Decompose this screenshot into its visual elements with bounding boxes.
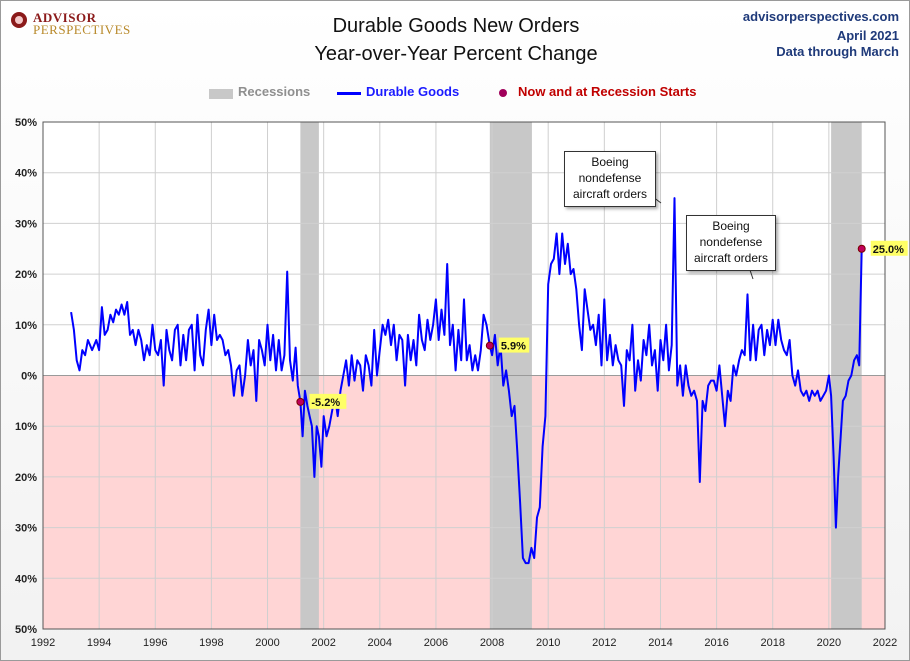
value-label: -5.2% [311,397,340,409]
y-tick-label: 40% [15,168,37,180]
recession-start-marker [296,397,305,406]
callout-line: aircraft orders [693,251,769,265]
x-tick-label: 2018 [760,637,784,649]
value-label: 25.0% [873,244,904,256]
y-tick-label: 20% [15,472,37,484]
chart-title-line2: Year-over-Year Percent Change [314,43,598,65]
x-tick-label: 2006 [424,637,448,649]
chart-title-line1: Durable Goods New Orders [332,15,580,37]
recession-start-marker [857,244,866,253]
x-tick-label: 2002 [311,637,335,649]
x-tick-label: 2000 [255,637,279,649]
y-tick-label: 20% [15,269,37,281]
legend-markers-label: Now and at Recession Starts [518,84,697,99]
x-tick-label: 2016 [704,637,728,649]
legend-durable-goods-label: Durable Goods [366,84,460,99]
plot-area-negative [43,375,885,629]
value-label-box [309,393,347,409]
x-tick-label: 1992 [31,637,55,649]
source-site: advisorperspectives.com [742,9,899,24]
x-tick-label: 2004 [368,637,392,649]
legend-durable-goods-swatch [337,92,361,95]
x-tick-label: 2008 [480,637,504,649]
value-label-box [498,337,530,353]
y-tick-label: 50% [15,117,37,129]
legend-recession-swatch [209,89,233,99]
y-tick-label: 0% [21,371,37,383]
x-tick-label: 1994 [87,637,111,649]
y-tick-label: 30% [15,218,37,230]
y-tick-label: 50% [15,624,37,636]
durable-goods-line [70,197,863,565]
callout-line: nondefense [578,171,642,185]
legend-marker-swatch [499,89,507,97]
callout-line: nondefense [699,235,763,249]
plot-border [42,121,886,630]
callout-line: Boeing [591,155,629,169]
logo-line2: PERSPECTIVES [33,22,131,37]
callout-line: aircraft orders [572,187,648,201]
x-tick-label: 1998 [199,637,223,649]
logo-mark-icon [11,12,27,28]
x-tick-label: 2010 [536,637,560,649]
source-note: Data through March [776,44,899,59]
value-label-box [870,240,908,256]
x-tick-label: 1996 [143,637,167,649]
x-tick-label: 2014 [648,637,672,649]
x-tick-label: 2012 [592,637,616,649]
y-tick-label: 30% [15,523,37,535]
callout-boeing-2014: Boeing nondefense aircraft orders [564,151,656,207]
x-tick-label: 2022 [873,637,897,649]
y-tick-label: 10% [15,320,37,332]
callout-boeing-2017: Boeing nondefense aircraft orders [686,215,776,271]
logo-line1: ADVISOR [33,10,97,25]
y-tick-label: 40% [15,573,37,585]
callout-line: Boeing [712,219,750,233]
value-label: 5.9% [501,341,526,353]
x-tick-label: 2020 [817,637,841,649]
y-tick-label: 10% [15,421,37,433]
source-date: April 2021 [836,28,899,43]
legend-recessions-label: Recessions [238,84,311,99]
recession-start-marker [485,341,494,350]
